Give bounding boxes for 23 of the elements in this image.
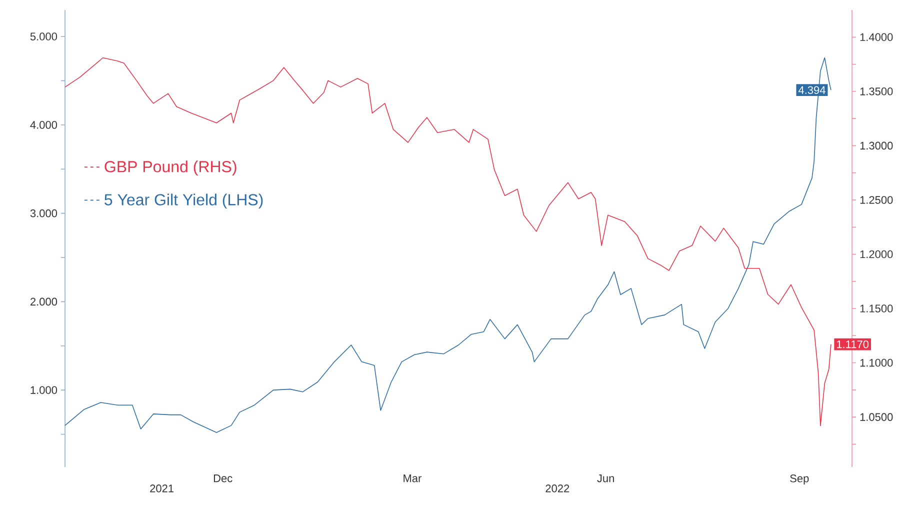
y2-tick-label: 1.3000 (860, 142, 893, 150)
y-tick-label: 4.000 (30, 121, 58, 129)
y-tick-label: 5.000 (30, 32, 58, 40)
y-tick-label: 2.000 (30, 298, 58, 306)
y2-tick-label: 1.2000 (860, 250, 893, 258)
data-label: 4.394 (798, 86, 826, 94)
y2-tick-label: 1.2500 (860, 196, 893, 204)
y2-tick-label: 1.0500 (860, 413, 893, 421)
data-label: 1.1170 (836, 340, 869, 348)
x-tick-label: Mar (404, 474, 422, 482)
y2-tick-label: 1.1000 (860, 358, 893, 367)
legend-label: GBP Pound (RHS) (104, 160, 236, 176)
y-tick-label: 3.000 (30, 209, 58, 218)
legend-label: 5 Year Gilt Yield (LHS) (104, 194, 263, 209)
x2-tick-label: 2022 (546, 484, 570, 492)
x2-tick-label: 2021 (150, 484, 174, 492)
y-tick-label: 1.000 (30, 386, 58, 394)
y2-tick-label: 1.4000 (860, 33, 893, 42)
y2-tick-label: 1.1500 (860, 304, 893, 312)
x-tick-label: Dec (214, 474, 232, 482)
y2-tick-label: 1.3500 (860, 88, 893, 96)
x-tick-label: Jun (597, 474, 614, 482)
x-tick-label: Sep (790, 474, 809, 484)
